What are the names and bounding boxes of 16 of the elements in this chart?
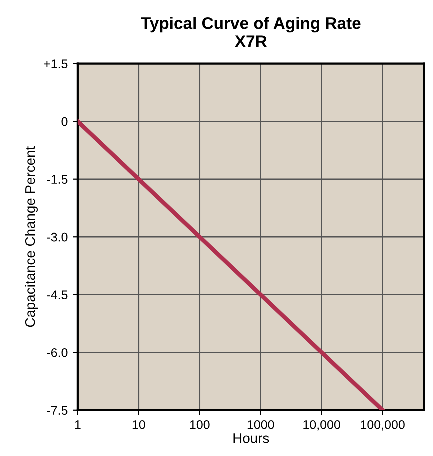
y-tick-label: -3.0 [47, 232, 68, 242]
y-tick-label: 0 [62, 117, 68, 126]
y-tick-label: -1.5 [47, 175, 68, 184]
x-tick-label: 100 [190, 420, 210, 430]
x-tick-label: 10 [132, 420, 146, 430]
y-tick-label: -7.5 [47, 406, 68, 416]
x-tick-label: 1000 [248, 420, 274, 430]
y-tick-label: -4.5 [47, 290, 68, 300]
y-tick-label: +1.5 [44, 60, 68, 68]
y-axis-title: Capacitance Change Percent [25, 146, 38, 328]
y-tick-label: -6.0 [47, 348, 68, 358]
x-tick-label: 10,000 [304, 420, 340, 431]
x-axis-title: Hours [234, 434, 270, 444]
chart-title: Typical Curve of Aging Rate X7R [141, 17, 361, 48]
x-tick-label: 1 [75, 420, 81, 430]
x-tick-label: 100,000 [361, 420, 405, 431]
